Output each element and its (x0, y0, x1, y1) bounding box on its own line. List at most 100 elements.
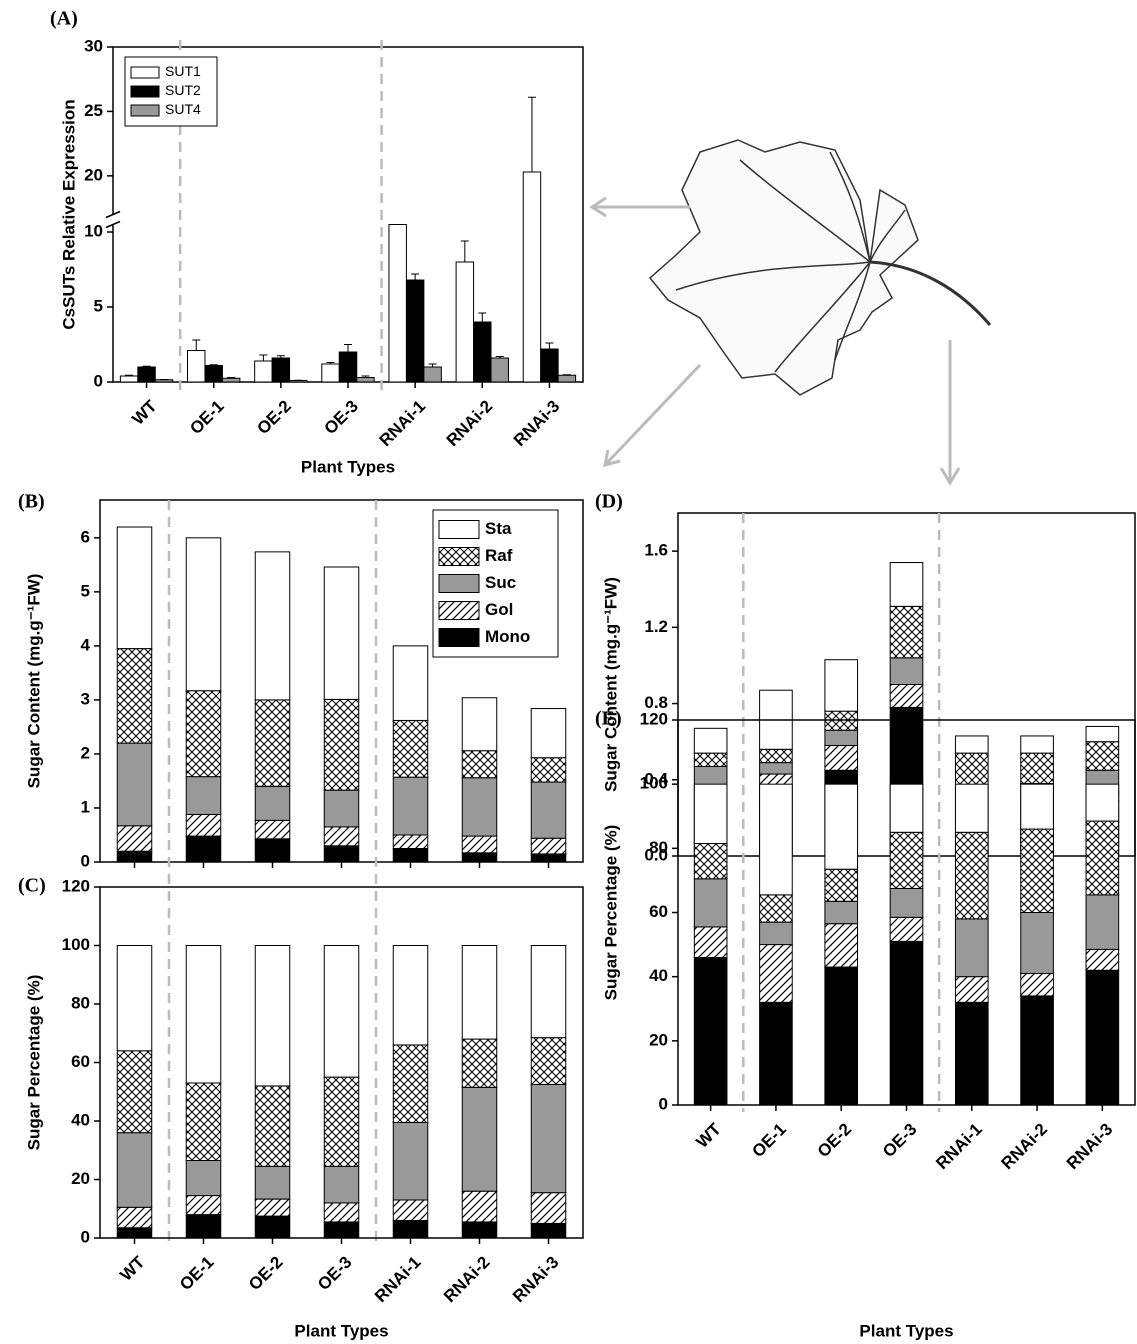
bar-segment (889, 562, 924, 607)
bar-segment (254, 1165, 291, 1200)
y-tick-label: 100 (62, 935, 90, 954)
x-tick-label: RNAi-1 (932, 1120, 986, 1174)
error-bar (478, 312, 487, 322)
bar (137, 366, 156, 383)
bar-segment (185, 813, 222, 837)
panel-label: (C) (18, 875, 46, 897)
y-tick-label: 1 (81, 797, 90, 816)
bar-segment (461, 1221, 498, 1239)
error-bar (361, 375, 370, 378)
bar-segment (323, 826, 360, 847)
bar-segment (889, 940, 924, 1106)
bar-segment (954, 752, 989, 788)
bar-segment (185, 1082, 222, 1161)
bar-segment (323, 1202, 360, 1223)
bar-segment (185, 945, 222, 1084)
bar-segment (254, 1198, 291, 1217)
bar (289, 380, 308, 383)
bar-segment (693, 878, 728, 928)
bar-segment (461, 1190, 498, 1223)
error-bar (125, 374, 134, 376)
x-tick-label: OE-3 (321, 397, 362, 438)
legend-swatch (438, 520, 480, 539)
legend-swatch (130, 85, 160, 98)
y-tick-label: 120 (62, 876, 90, 895)
bar-segment (954, 831, 989, 920)
x-tick-label: RNAi-3 (1063, 1120, 1117, 1174)
error-bar (344, 344, 352, 352)
axis-break-mark (105, 210, 121, 229)
y-tick-label: 6 (81, 527, 90, 546)
bar-segment (116, 526, 153, 650)
bar-segment (824, 900, 859, 925)
bar-segment (1020, 783, 1054, 830)
bar-segment (116, 1206, 153, 1229)
bar-segment (392, 847, 429, 863)
bar-segment (116, 1132, 153, 1208)
bar-segment (1085, 783, 1120, 822)
bar-segment (824, 868, 859, 902)
bar-segment (1020, 972, 1054, 997)
bar-segment (1085, 820, 1120, 896)
error-bar (259, 354, 268, 361)
bar-segment (530, 781, 567, 839)
y-tick-label: 25 (84, 101, 103, 120)
bar-segment (461, 1086, 498, 1192)
bar-segment (185, 537, 222, 692)
y-tick-label: 1.2 (644, 617, 668, 636)
bar-segment (254, 1215, 291, 1239)
bar (254, 360, 273, 383)
bar-segment (759, 894, 793, 923)
bar-segment (323, 1221, 360, 1239)
bar-segment (323, 566, 360, 700)
bar-segment (461, 852, 498, 863)
y-tick-label: 5 (94, 296, 103, 315)
bar-segment (116, 850, 153, 863)
y-tick-label: 40 (649, 966, 668, 985)
x-tick-label: RNAi-2 (440, 1253, 494, 1307)
bar-segment (116, 825, 153, 852)
error-bar (142, 365, 151, 367)
y-tick-label: 80 (649, 838, 668, 857)
bar-segment (116, 1227, 153, 1239)
bar (221, 377, 241, 383)
error-bar (227, 377, 236, 379)
bar (473, 321, 492, 383)
bar-segment (116, 945, 153, 1052)
x-axis-label: Plant Types (301, 457, 395, 476)
y-tick-label: 5 (81, 581, 90, 600)
y-axis-label: Sugar Content (mg.g⁻¹FW) (24, 574, 43, 789)
legend-swatch (130, 66, 160, 79)
bar-segment (1085, 741, 1120, 771)
bar-segment (392, 776, 429, 836)
legend-label: Mono (485, 627, 530, 646)
bar-segment (759, 762, 793, 775)
bar (388, 224, 407, 383)
bar (490, 357, 509, 383)
y-axis-label: Sugar Percentage (%) (601, 825, 620, 1001)
axis-break (105, 214, 121, 225)
panel-label: (E) (595, 708, 622, 730)
bar-segment (1020, 912, 1054, 974)
bar-segment (254, 838, 291, 863)
legend-swatch (130, 104, 160, 117)
y-tick-label: 60 (649, 902, 668, 921)
bar (119, 375, 139, 383)
bar-segment (530, 1192, 567, 1224)
bar-segment (185, 1159, 222, 1197)
bar-segment (954, 1001, 989, 1106)
bar-segment (185, 690, 222, 778)
panel-label: (A) (50, 8, 78, 30)
bar-segment (323, 1165, 360, 1204)
error-bar (411, 273, 420, 280)
legend-swatch (438, 547, 480, 566)
bar-segment (889, 916, 924, 942)
bar-segment (392, 1121, 429, 1201)
x-tick-label: RNAi-3 (510, 397, 564, 451)
error-bar (192, 339, 201, 351)
bar-segment (824, 729, 859, 746)
bar (540, 348, 559, 383)
legend-swatch (438, 574, 480, 593)
bar-segment (323, 945, 360, 1078)
